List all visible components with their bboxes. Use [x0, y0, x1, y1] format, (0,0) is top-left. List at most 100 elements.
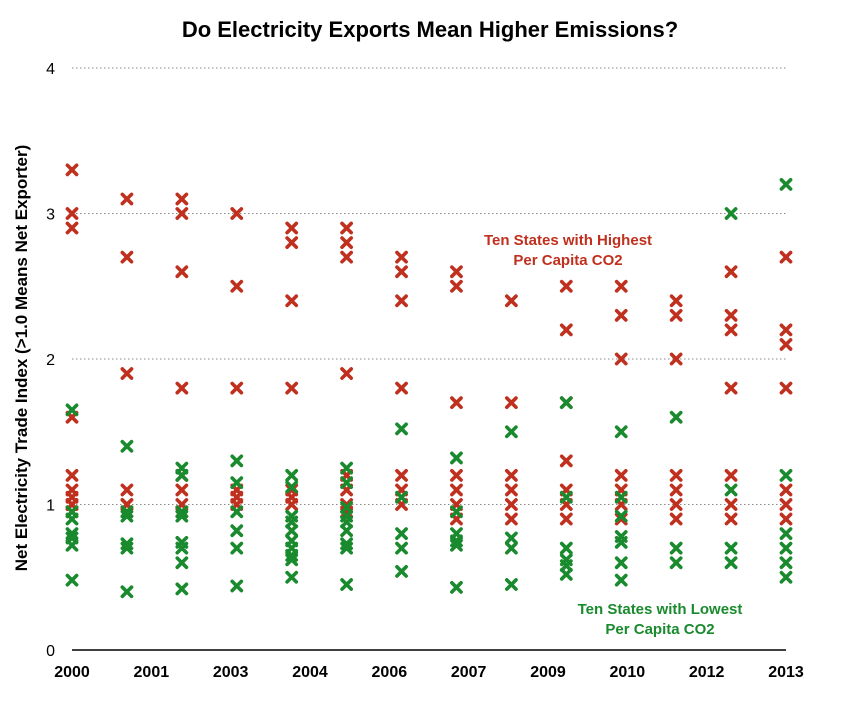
x-tick-label: 2003: [213, 664, 249, 681]
data-point: [779, 381, 793, 395]
x-tick-label: 2012: [689, 664, 725, 681]
data-point: [175, 381, 189, 395]
data-point: [779, 178, 793, 191]
data-point: [285, 468, 299, 482]
data-point: [175, 556, 189, 570]
data-point: [65, 512, 79, 526]
data-point: [724, 207, 738, 220]
data-point: [779, 556, 793, 570]
data-point: [120, 439, 134, 453]
data-point: [779, 570, 793, 584]
data-point: [450, 396, 463, 410]
data-point: [175, 192, 189, 206]
data-point: [340, 367, 354, 380]
data-point: [504, 578, 518, 591]
data-point: [614, 535, 628, 549]
data-point: [669, 468, 683, 482]
data-point: [230, 579, 244, 593]
data-point: [285, 221, 299, 235]
data-point: [120, 585, 134, 599]
data-point: [504, 483, 518, 497]
x-tick-label: 2000: [54, 664, 90, 681]
y-tick-label: 2: [46, 352, 55, 369]
data-point: [724, 468, 738, 482]
y-tick-labels: 0 1 2 3 4: [46, 61, 55, 660]
data-point: [175, 483, 189, 497]
data-point: [450, 265, 463, 279]
data-point: [559, 279, 573, 293]
data-point: [450, 468, 463, 482]
data-point: [559, 490, 573, 504]
data-point: [120, 192, 134, 206]
x-tick-label: 2006: [372, 664, 408, 681]
data-point: [724, 512, 738, 526]
data-point: [450, 581, 463, 594]
x-tick-label: 2001: [134, 664, 170, 681]
data-point: [450, 483, 463, 497]
data-point: [559, 567, 573, 581]
data-point: [340, 221, 354, 235]
data-point: [120, 250, 134, 264]
data-point: [779, 468, 793, 482]
data-point: [614, 352, 628, 366]
data-point: [175, 468, 189, 482]
data-point: [175, 207, 189, 220]
data-point: [65, 468, 79, 482]
data-point: [779, 512, 793, 526]
data-point: [395, 565, 408, 578]
x-tick-label: 2009: [530, 664, 566, 681]
data-point: [779, 323, 793, 337]
data-point: [340, 236, 354, 249]
data-point: [175, 541, 189, 555]
data-point: [395, 294, 408, 308]
data-point: [340, 541, 354, 555]
x-tick-label: 2013: [768, 664, 804, 681]
annotation-label: Per Capita CO2: [605, 621, 714, 638]
data-point: [285, 570, 299, 584]
data-point: [230, 381, 244, 395]
x-tick-label: 2004: [292, 664, 328, 681]
data-point: [395, 468, 408, 482]
data-point: [285, 480, 299, 494]
data-point: [724, 483, 738, 497]
data-point: [779, 541, 793, 555]
data-point: [450, 505, 463, 519]
data-point: [724, 541, 738, 555]
data-point: [65, 207, 79, 220]
data-point: [779, 338, 793, 351]
data-point: [614, 556, 628, 570]
data-point: [395, 422, 408, 436]
data-point: [614, 512, 628, 526]
annotations: Ten States with Highest Per Capita CO2 Ten…: [484, 232, 742, 638]
data-point: [230, 541, 244, 555]
data-point: [230, 207, 244, 220]
data-point: [120, 541, 134, 555]
data-point: [504, 512, 518, 526]
data-point: [285, 381, 299, 395]
data-points: [65, 163, 793, 599]
data-point: [230, 454, 244, 468]
data-point: [614, 490, 628, 504]
data-point: [175, 582, 189, 596]
data-point: [395, 541, 408, 555]
data-point: [340, 515, 354, 529]
data-point: [669, 512, 683, 526]
data-point: [669, 352, 683, 366]
data-point: [340, 578, 354, 591]
data-point: [559, 454, 573, 468]
y-tick-label: 0: [46, 643, 55, 660]
data-point: [724, 498, 738, 511]
data-point: [230, 476, 244, 490]
data-point: [614, 509, 628, 523]
data-point: [230, 279, 244, 293]
x-tick-label: 2007: [451, 664, 487, 681]
data-point: [614, 573, 628, 587]
data-point: [779, 483, 793, 497]
y-tick-label: 4: [46, 61, 55, 78]
data-point: [559, 559, 573, 573]
grid-lines: [72, 67, 786, 651]
data-point: [340, 250, 354, 264]
annotation-label: Per Capita CO2: [513, 252, 622, 269]
data-point: [559, 323, 573, 337]
